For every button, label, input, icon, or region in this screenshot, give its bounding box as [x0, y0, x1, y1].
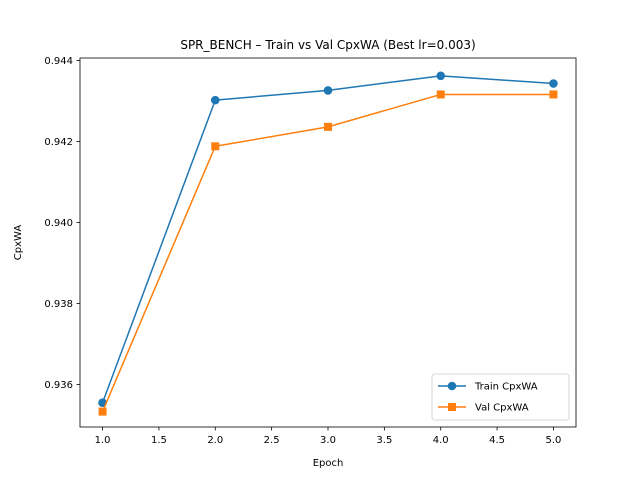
x-tick-label: 3.5 — [376, 435, 392, 446]
legend: Train CpxWA Val CpxWA — [431, 373, 570, 421]
x-axis-title: Epoch — [313, 458, 344, 469]
y-tick-label: 0.940 — [44, 218, 73, 229]
x-tick-label: 3.0 — [320, 435, 336, 446]
data-point-series-2 — [436, 90, 445, 99]
y-tick-label: 0.936 — [44, 380, 73, 391]
x-tick-label: 1.0 — [95, 435, 111, 446]
plot-area: 1.0 1.5 2.0 2.5 3.0 3.5 4.0 4.5 5.0 0.936 0.938 0.9… — [44, 56, 577, 446]
chart-title: SPR_BENCH – Train vs Val CpxWA (Best lr=… — [180, 38, 475, 52]
legend-box — [431, 373, 570, 421]
data-point-series-2 — [211, 142, 220, 151]
x-tick-label: 2.5 — [264, 435, 280, 446]
data-point-series-2 — [98, 407, 107, 416]
x-tick-label: 1.5 — [151, 435, 167, 446]
legend-marker — [447, 381, 457, 391]
legend-label: Val CpxWA — [475, 403, 529, 414]
data-point-series-2 — [324, 122, 332, 131]
data-point-series-1 — [210, 95, 220, 105]
y-tick-label: 0.942 — [44, 137, 73, 148]
legend-marker — [448, 403, 456, 411]
x-tick-label: 4.0 — [433, 435, 449, 446]
data-point-series-1 — [436, 71, 446, 81]
y-tick-label: 0.944 — [44, 56, 73, 67]
data-point-series-1 — [549, 79, 558, 88]
legend-label: Train CpxWA — [474, 382, 538, 393]
y-axis-title: CpxWA — [13, 225, 24, 261]
x-tick-label: 2.0 — [207, 435, 223, 446]
x-tick-label: 5.0 — [546, 435, 562, 446]
data-point-series-1 — [323, 86, 333, 95]
data-point-series-2 — [549, 90, 558, 99]
x-tick-label: 4.5 — [489, 435, 505, 446]
y-tick-label: 0.938 — [44, 299, 73, 310]
